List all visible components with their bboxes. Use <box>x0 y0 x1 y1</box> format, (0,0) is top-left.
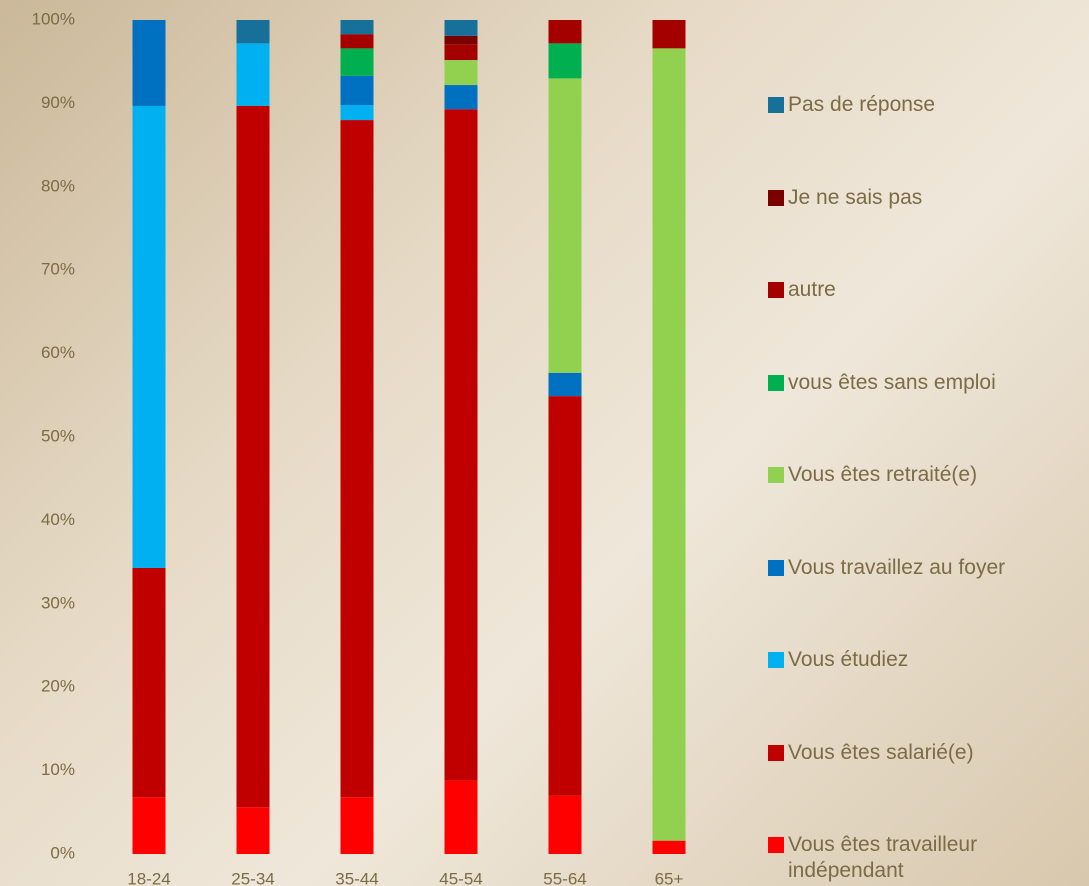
bar-segment <box>340 797 374 854</box>
legend-label: Vous êtes travailleur indépendant <box>788 833 978 882</box>
bar-segment <box>340 20 374 35</box>
legend-swatch <box>768 189 784 206</box>
legend-item: Vous êtes travailleur indépendant <box>768 832 1068 884</box>
bar-segment <box>548 20 582 44</box>
bar-segment <box>444 44 478 61</box>
bar-segment <box>548 43 582 79</box>
y-tick-label: 50% <box>41 426 75 445</box>
legend-item: Je ne sais pas <box>768 185 1068 211</box>
bar-segment <box>340 48 374 76</box>
x-tick-label: 55-64 <box>543 869 586 886</box>
y-tick-label: 0% <box>50 843 75 862</box>
bar-segment <box>236 105 270 808</box>
bar-segment <box>132 567 166 798</box>
y-tick-label: 30% <box>41 593 75 612</box>
legend-label: Vous travaillez au foyer <box>788 555 1006 579</box>
legend-swatch <box>768 282 784 298</box>
x-tick-label: 18-24 <box>127 869 170 886</box>
x-tick-label: 25-34 <box>231 869 274 886</box>
legend-label: Vous étudiez <box>788 648 909 671</box>
y-tick-label: 70% <box>41 260 75 279</box>
legend-item: Vous étudiez <box>768 647 1068 673</box>
bar-segment <box>340 120 374 798</box>
legend-item: Vous êtes salarié(e) <box>768 740 1068 766</box>
bar-segment <box>236 43 270 106</box>
bar-segment <box>652 840 686 854</box>
bar-segment <box>444 85 478 110</box>
legend-label: Vous êtes retraité(e) <box>788 463 978 486</box>
legend-item: vous êtes sans emploi <box>768 370 1068 396</box>
bar-segment <box>132 797 166 854</box>
legend-item: autre <box>768 277 1068 303</box>
legend-swatch <box>768 744 784 761</box>
bar-segment <box>132 20 166 106</box>
legend-label: autre <box>788 278 836 301</box>
y-tick-label: 20% <box>41 677 75 696</box>
bar-segment <box>340 34 374 49</box>
bar-segment <box>548 78 582 373</box>
bar-segment <box>340 105 374 121</box>
bar-segment <box>444 780 478 854</box>
bar-segment <box>652 20 686 49</box>
plot: 0% 10% 20% 30% 40% 50% 60% 70% 80% 90% 100% 18-24 25… <box>32 9 686 886</box>
bar-segment <box>652 48 686 841</box>
legend-swatch <box>768 467 784 483</box>
bar-segment <box>236 807 270 854</box>
y-tick-label: 80% <box>41 176 75 195</box>
x-tick-label: 45-54 <box>439 869 482 886</box>
legend-swatch <box>768 652 784 668</box>
legend-item: Vous travaillez au foyer <box>768 555 1068 581</box>
legend-swatch <box>768 97 784 113</box>
bar-segment <box>132 105 166 568</box>
bar-segment <box>444 35 478 45</box>
y-tick-label: 60% <box>41 343 75 362</box>
x-tick-label: 35-44 <box>335 869 378 886</box>
y-tick-label: 10% <box>41 760 75 779</box>
bar-segment <box>444 109 478 781</box>
legend-label: Vous êtes salarié(e) <box>788 740 974 764</box>
bar-segment <box>444 20 478 36</box>
x-tick-label: 65+ <box>655 869 684 886</box>
bar-segment <box>340 75 374 106</box>
legend-label: vous êtes sans emploi <box>788 370 996 394</box>
bar-segment <box>548 372 582 397</box>
bar-segment <box>548 795 582 854</box>
legend-swatch <box>768 374 784 391</box>
legend-swatch <box>768 559 784 576</box>
bar-segment <box>444 60 478 86</box>
y-tick-label: 40% <box>41 510 75 529</box>
legend-item: Vous êtes retraité(e) <box>768 462 1068 488</box>
bar-segment <box>236 20 270 44</box>
legend-swatch <box>768 837 784 853</box>
legend-label: Pas de réponse <box>788 93 936 116</box>
y-tick-label: 100% <box>32 9 75 28</box>
legend-label: Je ne sais pas <box>788 185 923 209</box>
bar-segment <box>548 396 582 796</box>
legend-item: Pas de réponse <box>768 92 1068 118</box>
legend: Vous êtes travailleur indépendant Vous êt… <box>768 0 1068 886</box>
y-tick-label: 90% <box>41 93 75 112</box>
